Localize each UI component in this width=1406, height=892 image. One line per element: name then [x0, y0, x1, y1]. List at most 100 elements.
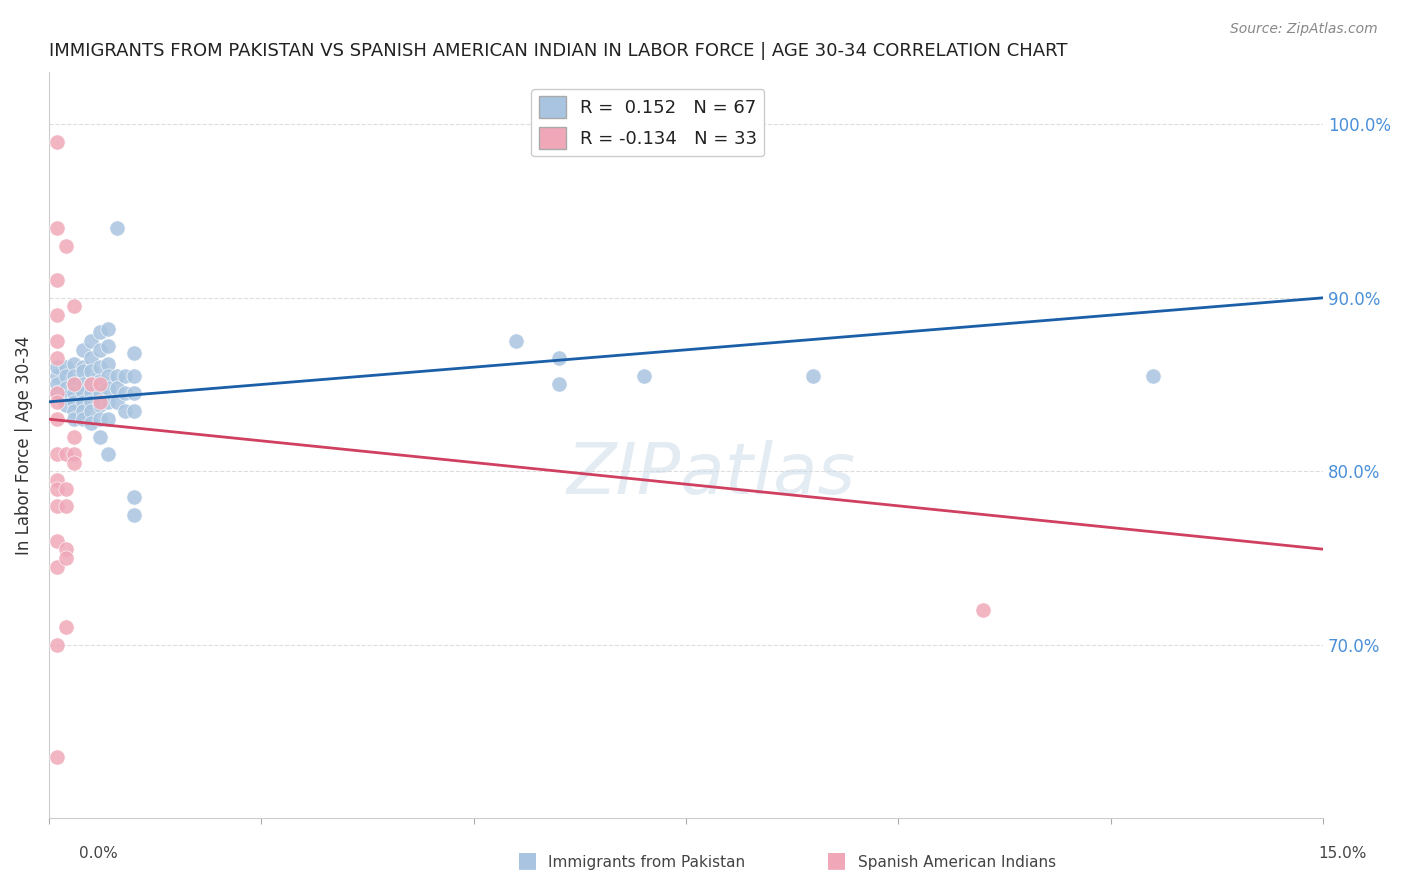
Point — [122, 386, 145, 401]
Point — [46, 473, 69, 487]
Point — [89, 394, 111, 409]
Point — [55, 620, 77, 634]
Point — [80, 377, 103, 392]
Point — [72, 363, 94, 377]
Point — [89, 429, 111, 443]
Text: Immigrants from Pakistan: Immigrants from Pakistan — [548, 855, 745, 870]
Point — [89, 398, 111, 412]
Point — [63, 377, 86, 392]
Point — [105, 394, 128, 409]
Point — [63, 300, 86, 314]
Legend: R =  0.152   N = 67, R = -0.134   N = 33: R = 0.152 N = 67, R = -0.134 N = 33 — [531, 89, 765, 156]
Text: ■: ■ — [827, 850, 846, 870]
Point — [105, 221, 128, 235]
Point — [97, 447, 120, 461]
Point — [97, 412, 120, 426]
Point — [89, 377, 111, 392]
Point — [55, 398, 77, 412]
Point — [547, 377, 569, 392]
Point — [63, 429, 86, 443]
Point — [63, 368, 86, 383]
Point — [46, 394, 69, 409]
Point — [63, 403, 86, 417]
Point — [46, 499, 69, 513]
Point — [97, 339, 120, 353]
Point — [72, 412, 94, 426]
Point — [105, 381, 128, 395]
Point — [63, 357, 86, 371]
Point — [46, 482, 69, 496]
Text: 15.0%: 15.0% — [1319, 847, 1367, 861]
Point — [55, 381, 77, 395]
Point — [46, 135, 69, 149]
Point — [55, 360, 77, 375]
Point — [63, 447, 86, 461]
Point — [89, 386, 111, 401]
Point — [72, 377, 94, 392]
Point — [114, 386, 136, 401]
Point — [46, 360, 69, 375]
Point — [89, 374, 111, 388]
Point — [89, 343, 111, 357]
Point — [55, 499, 77, 513]
Point — [972, 603, 994, 617]
Point — [72, 386, 94, 401]
Point — [46, 351, 69, 366]
Point — [46, 308, 69, 322]
Point — [105, 368, 128, 383]
Point — [80, 386, 103, 401]
Point — [505, 334, 527, 348]
Point — [97, 322, 120, 336]
Point — [72, 360, 94, 375]
Point — [46, 386, 69, 401]
Text: Source: ZipAtlas.com: Source: ZipAtlas.com — [1230, 22, 1378, 37]
Point — [46, 368, 69, 383]
Point — [63, 377, 86, 392]
Point — [55, 482, 77, 496]
Point — [122, 508, 145, 522]
Point — [63, 394, 86, 409]
Point — [97, 394, 120, 409]
Point — [80, 403, 103, 417]
Point — [55, 542, 77, 557]
Point — [55, 390, 77, 404]
Point — [46, 377, 69, 392]
Point — [46, 273, 69, 287]
Point — [72, 403, 94, 417]
Point — [46, 221, 69, 235]
Point — [89, 412, 111, 426]
Point — [547, 351, 569, 366]
Point — [122, 403, 145, 417]
Text: ZIPatlas: ZIPatlas — [567, 441, 856, 509]
Point — [72, 394, 94, 409]
Point — [1142, 368, 1164, 383]
Point — [80, 351, 103, 366]
Point — [97, 381, 120, 395]
Point — [46, 412, 69, 426]
Point — [55, 550, 77, 565]
Point — [46, 447, 69, 461]
Point — [80, 416, 103, 430]
Point — [122, 368, 145, 383]
Point — [46, 559, 69, 574]
Point — [55, 368, 77, 383]
Y-axis label: In Labor Force | Age 30-34: In Labor Force | Age 30-34 — [15, 335, 32, 555]
Point — [97, 357, 120, 371]
Point — [46, 750, 69, 764]
Point — [97, 368, 120, 383]
Point — [55, 447, 77, 461]
Point — [80, 394, 103, 409]
Text: 0.0%: 0.0% — [79, 847, 118, 861]
Point — [114, 403, 136, 417]
Point — [46, 386, 69, 401]
Point — [80, 377, 103, 392]
Point — [63, 386, 86, 401]
Point — [803, 368, 825, 383]
Point — [80, 363, 103, 377]
Point — [63, 412, 86, 426]
Point — [46, 533, 69, 548]
Point — [46, 638, 69, 652]
Point — [114, 368, 136, 383]
Text: Spanish American Indians: Spanish American Indians — [858, 855, 1056, 870]
Point — [63, 456, 86, 470]
